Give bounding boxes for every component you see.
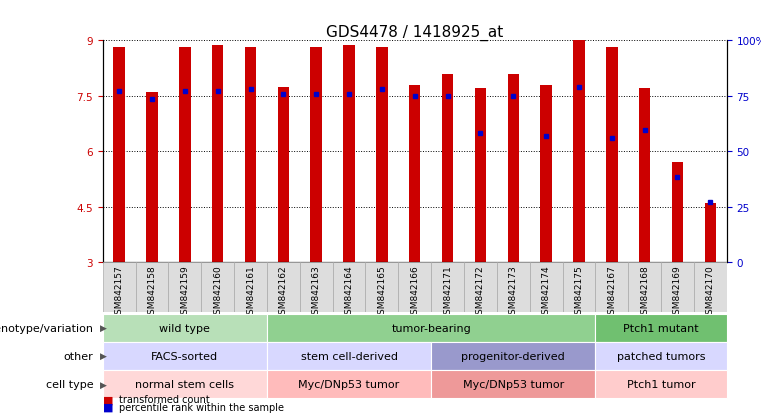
Text: GSM842163: GSM842163 bbox=[312, 265, 320, 319]
Bar bbox=[705, 203, 716, 262]
Text: FACS-sorted: FACS-sorted bbox=[151, 351, 218, 361]
Text: GSM842162: GSM842162 bbox=[279, 265, 288, 319]
Bar bbox=[475, 89, 486, 262]
Text: wild type: wild type bbox=[159, 323, 210, 333]
Text: GSM842168: GSM842168 bbox=[640, 265, 649, 319]
Bar bbox=[365, 262, 398, 312]
Text: Ptch1 mutant: Ptch1 mutant bbox=[623, 323, 699, 333]
Bar bbox=[530, 262, 562, 312]
Text: Ptch1 tumor: Ptch1 tumor bbox=[627, 379, 696, 389]
Text: stem cell-derived: stem cell-derived bbox=[301, 351, 397, 361]
Bar bbox=[562, 262, 595, 312]
Bar bbox=[442, 74, 454, 262]
Text: GSM842165: GSM842165 bbox=[377, 265, 387, 319]
Bar bbox=[168, 262, 201, 312]
Bar bbox=[333, 262, 365, 312]
Text: Myc/DNp53 tumor: Myc/DNp53 tumor bbox=[463, 379, 564, 389]
Bar bbox=[135, 262, 168, 312]
Text: ■: ■ bbox=[103, 394, 113, 404]
Bar bbox=[267, 262, 300, 312]
Text: ■: ■ bbox=[103, 402, 113, 412]
Text: GSM842173: GSM842173 bbox=[509, 265, 517, 319]
Bar bbox=[278, 87, 289, 262]
Bar bbox=[376, 48, 387, 262]
Text: GSM842164: GSM842164 bbox=[345, 265, 354, 319]
Bar bbox=[606, 48, 618, 262]
Bar bbox=[694, 262, 727, 312]
Bar bbox=[103, 262, 135, 312]
Title: GDS4478 / 1418925_at: GDS4478 / 1418925_at bbox=[326, 25, 503, 41]
Text: ▶: ▶ bbox=[100, 380, 107, 389]
Bar bbox=[409, 85, 421, 262]
Bar bbox=[595, 262, 629, 312]
Text: GSM842157: GSM842157 bbox=[115, 265, 123, 319]
Bar bbox=[179, 48, 190, 262]
Bar bbox=[398, 262, 431, 312]
Text: progenitor-derived: progenitor-derived bbox=[461, 351, 565, 361]
Bar bbox=[508, 74, 519, 262]
Bar bbox=[146, 93, 158, 262]
Text: GSM842160: GSM842160 bbox=[213, 265, 222, 319]
Bar bbox=[639, 89, 651, 262]
Bar bbox=[661, 262, 694, 312]
Text: cell type: cell type bbox=[46, 379, 94, 389]
Text: tumor-bearing: tumor-bearing bbox=[391, 323, 471, 333]
Bar bbox=[540, 85, 552, 262]
Bar bbox=[573, 41, 584, 262]
Text: GSM842174: GSM842174 bbox=[542, 265, 551, 319]
Text: GSM842161: GSM842161 bbox=[246, 265, 255, 319]
Text: ▶: ▶ bbox=[100, 323, 107, 332]
Text: GSM842169: GSM842169 bbox=[673, 265, 682, 319]
Text: ▶: ▶ bbox=[100, 351, 107, 361]
Text: GSM842167: GSM842167 bbox=[607, 265, 616, 319]
Bar bbox=[113, 48, 125, 262]
Text: Myc/DNp53 tumor: Myc/DNp53 tumor bbox=[298, 379, 400, 389]
Text: GSM842170: GSM842170 bbox=[706, 265, 715, 319]
Text: percentile rank within the sample: percentile rank within the sample bbox=[119, 402, 285, 412]
Text: other: other bbox=[64, 351, 94, 361]
Bar bbox=[497, 262, 530, 312]
Bar bbox=[245, 48, 256, 262]
Text: GSM842158: GSM842158 bbox=[148, 265, 157, 319]
Text: GSM842175: GSM842175 bbox=[575, 265, 584, 319]
Text: normal stem cells: normal stem cells bbox=[135, 379, 234, 389]
Text: transformed count: transformed count bbox=[119, 394, 210, 404]
Text: GSM842166: GSM842166 bbox=[410, 265, 419, 319]
Bar bbox=[431, 262, 464, 312]
Bar bbox=[300, 262, 333, 312]
Bar bbox=[310, 48, 322, 262]
Bar bbox=[212, 46, 224, 262]
Bar bbox=[464, 262, 497, 312]
Text: GSM842159: GSM842159 bbox=[180, 265, 189, 319]
Bar bbox=[201, 262, 234, 312]
Bar bbox=[672, 163, 683, 262]
Bar bbox=[234, 262, 267, 312]
Text: genotype/variation: genotype/variation bbox=[0, 323, 94, 333]
Bar bbox=[343, 46, 355, 262]
Text: GSM842172: GSM842172 bbox=[476, 265, 485, 319]
Text: patched tumors: patched tumors bbox=[617, 351, 705, 361]
Bar bbox=[629, 262, 661, 312]
Text: GSM842171: GSM842171 bbox=[443, 265, 452, 319]
